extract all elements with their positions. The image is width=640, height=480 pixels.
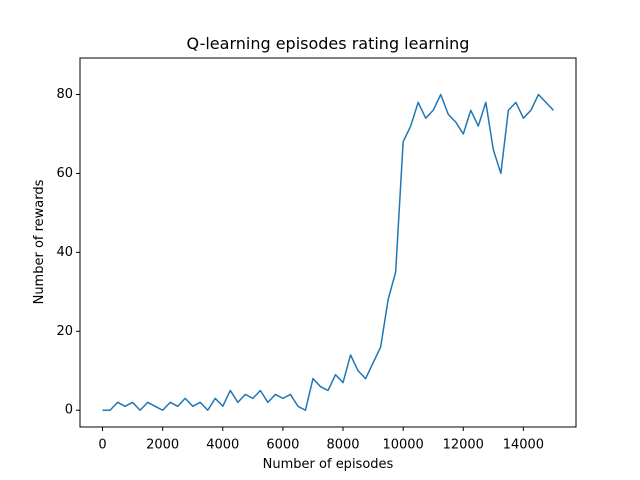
axes-frame	[79, 57, 577, 428]
y-tick-label: 40	[56, 245, 73, 260]
plot-area	[102, 93, 554, 411]
x-tick-label: 10000	[382, 438, 423, 453]
chart-title: Q-learning episodes rating learning	[187, 34, 470, 53]
y-tick-label: 80	[56, 87, 73, 102]
x-tick-label: 2000	[146, 438, 179, 453]
x-tick-label: 0	[98, 438, 106, 453]
y-tick-label: 60	[56, 166, 73, 181]
x-tick-label: 6000	[266, 438, 299, 453]
x-tick-label: 4000	[206, 438, 239, 453]
y-tick-label: 0	[65, 403, 73, 418]
y-tick-label: 20	[56, 324, 73, 339]
data-line	[102, 93, 554, 411]
y-axis-label: Number of rewards	[32, 179, 47, 304]
x-tick-label: 8000	[326, 438, 359, 453]
x-tick-label: 12000	[443, 438, 484, 453]
x-tick-label: 14000	[503, 438, 544, 453]
x-axis-label: Number of episodes	[263, 457, 394, 472]
